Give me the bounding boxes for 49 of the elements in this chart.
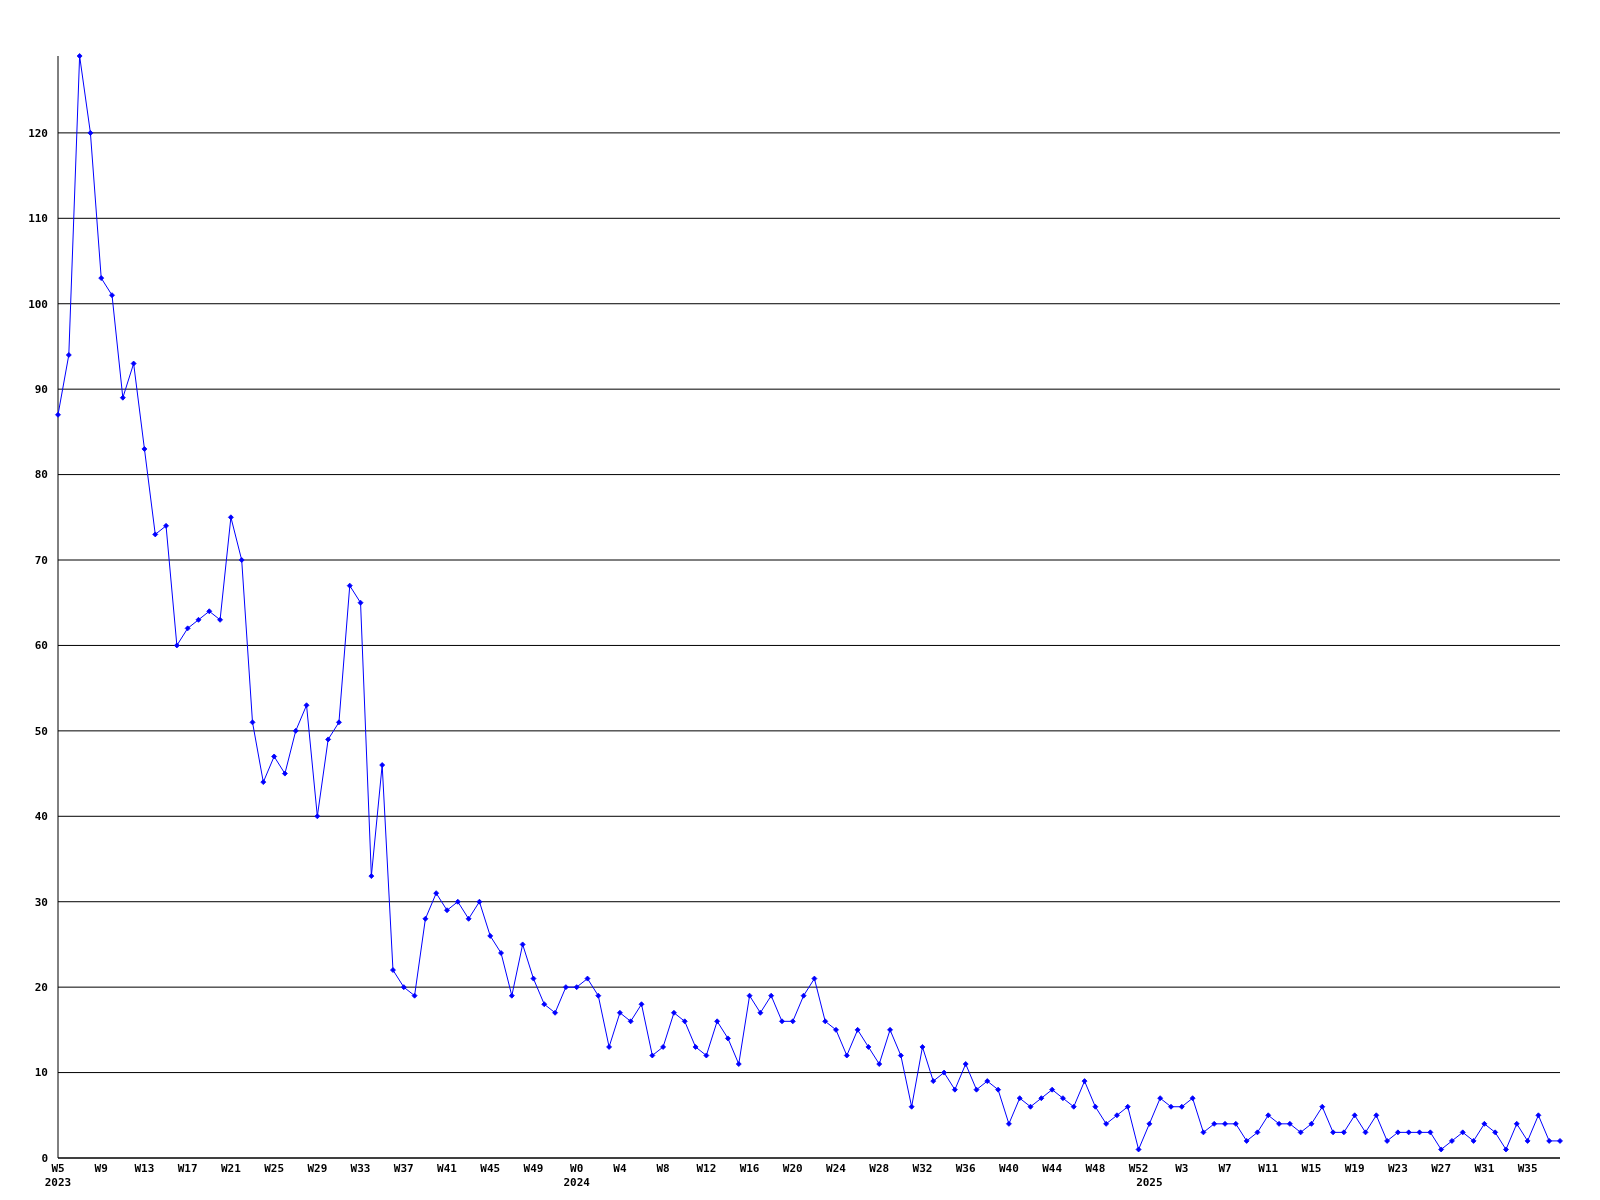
x-tick-label: W16 [739,1162,760,1175]
x-tick-label: W52 [1128,1162,1149,1175]
x-tick-label: W5 2023 [44,1162,72,1189]
y-tick-label: 120 [28,126,48,140]
x-tick-label: 2025 [1136,1176,1163,1189]
x-tick-label: W33 [350,1162,371,1175]
x-tick-label: W23 [1387,1162,1408,1175]
y-tick-label: 90 [34,383,48,397]
x-tick-label: W32 [912,1162,933,1175]
x-tick-label: W0 2024 [563,1162,591,1189]
x-tick-label: W17 [177,1162,198,1175]
y-tick-label: 80 [34,468,48,482]
x-tick-label: W35 [1517,1162,1538,1175]
x-tick-label: W24 [826,1162,847,1175]
x-tick-label: W9 [94,1162,108,1175]
y-tick-label: 0 [41,1151,48,1165]
y-tick-label: 100 [28,297,48,311]
x-tick-label: W3 [1175,1162,1189,1175]
x-tick-label: W25 [264,1162,285,1175]
y-tick-label: 110 [28,212,48,226]
y-tick-label: 20 [34,981,48,994]
x-tick-label: W4 [613,1162,627,1175]
x-tick-label: W36 [955,1162,976,1175]
x-tick-label: W49 [523,1162,544,1175]
y-tick-label: 60 [34,639,48,653]
x-tick-label: W27 [1431,1162,1452,1175]
x-tick-label: W29 [307,1162,328,1175]
y-tick-label: 30 [34,895,48,909]
x-tick-label: W11 [1258,1162,1279,1175]
x-tick-label: W20 [782,1162,803,1175]
x-tick-label: W28 [869,1162,890,1175]
x-tick-label: W21 [220,1162,242,1175]
x-tick-label: W40 [998,1162,1019,1175]
x-tick-label: W44 [1042,1162,1063,1175]
y-tick-label: 70 [34,553,48,567]
y-tick-label: 10 [34,1066,48,1080]
x-tick-label: W37 [393,1162,414,1175]
x-tick-label: W19 [1344,1162,1365,1175]
x-tick-label: W7 [1218,1162,1232,1175]
x-tick-label: W45 [480,1162,501,1175]
x-tick-label: W48 [1085,1162,1106,1175]
x-tick-label: W31 [1474,1162,1495,1175]
x-tick-label: W13 [134,1162,155,1175]
x-tick-label: W8 [656,1162,670,1175]
y-tick-label: 40 [34,810,48,824]
x-tick-label: W12 [696,1162,717,1175]
x-tick-label: W41 [437,1162,458,1175]
y-tick-label: 50 [34,724,48,738]
x-tick-label: W15 [1301,1162,1322,1175]
